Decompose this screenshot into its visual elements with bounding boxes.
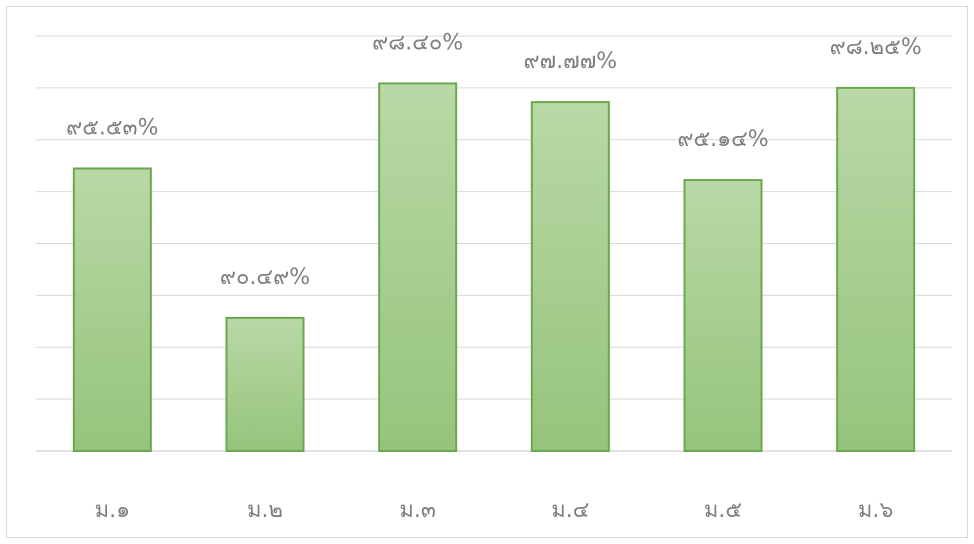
x-tick-label-2: ม.๒ [247,498,283,523]
gridlines [36,35,952,452]
data-label-3: ๙๘.๔๐% [372,30,463,55]
x-tick-label-5: ม.๕ [704,498,742,523]
bar-3 [378,82,458,453]
chart-frame [6,6,968,538]
x-tick-label-6: ม.๖ [858,498,893,523]
bar-6 [836,86,916,452]
bar-1 [72,167,152,452]
bar-5 [683,179,763,452]
data-labels: ๙๕.๕๓% ๙๐.๔๙% ๙๘.๔๐% ๙๗.๗๗% ๙๕.๑๔% ๙๘.๒๕% [66,30,922,289]
data-label-1: ๙๕.๕๓% [66,116,158,141]
x-tick-label-4: ม.๔ [551,498,589,523]
data-label-6: ๙๘.๒๕% [830,35,922,60]
x-tick-label-3: ม.๓ [399,498,436,523]
data-label-4: ๙๗.๗๗% [524,49,618,74]
bar-4 [530,101,610,452]
x-tick-label-1: ม.๑ [95,498,130,523]
bar-2 [225,316,305,452]
data-label-2: ๙๐.๔๙% [220,265,310,290]
bars [72,82,916,453]
data-label-5: ๙๕.๑๔% [677,127,768,152]
x-axis: ม.๑ ม.๒ ม.๓ ม.๔ ม.๕ ม.๖ [95,498,894,523]
